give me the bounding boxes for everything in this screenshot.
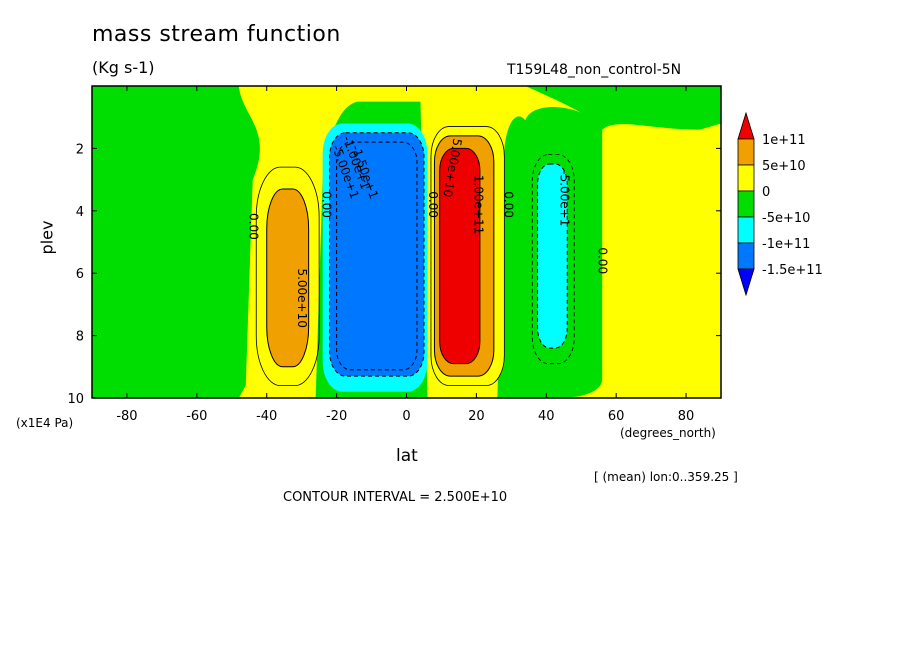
legend-level-4: -1e+11 — [762, 237, 810, 252]
cell-nh-ferrel — [537, 163, 568, 349]
legend-level-3: -5e+10 — [762, 211, 810, 226]
legend-swatch-5 — [737, 242, 755, 270]
y-axis-units: (x1E4 Pa) — [16, 416, 74, 430]
contour-label-2: 0.00 — [426, 191, 440, 218]
contour-label-4: 0.00 — [596, 247, 610, 274]
legend-swatch-3 — [737, 190, 755, 218]
cell-nh-hadley-red — [439, 147, 481, 365]
legend-swatch-0 — [737, 111, 755, 140]
contour-label-0: 0.00 — [246, 213, 260, 240]
y-tick-label-0: 2 — [76, 142, 84, 157]
y-axis-label: plev — [37, 220, 57, 255]
legend-level-5: -1.5e+11 — [762, 263, 823, 278]
x-tick-label-8: 80 — [678, 409, 695, 424]
x-tick-label-5: 20 — [468, 409, 485, 424]
x-tick-label-3: -20 — [326, 409, 347, 424]
contour-nh-ferrel-outer — [531, 154, 575, 365]
y-tick-label-1: 4 — [76, 205, 84, 220]
x-tick-label-6: 40 — [538, 409, 555, 424]
chart-units: (Kg s-1) — [92, 58, 155, 77]
x-axis-label: lat — [396, 446, 418, 466]
legend-level-2: 0 — [762, 185, 770, 200]
legend-swatch-1 — [737, 138, 755, 166]
cell-sh-hadley-core — [336, 141, 418, 371]
contour-label-5: 5.00e+10 — [295, 268, 309, 327]
region-sh-green — [92, 86, 260, 398]
legend-swatch-2 — [737, 164, 755, 192]
x-axis-units: (degrees_north) — [620, 426, 716, 440]
y-tick-label-2: 6 — [76, 267, 84, 282]
x-tick-label-2: -40 — [256, 409, 277, 424]
cell-sh-ferrel — [266, 188, 310, 368]
run-name: T159L48_non_control-5N — [507, 62, 682, 78]
contour-label-1: 0.00 — [320, 191, 334, 218]
region-top-green — [525, 86, 721, 130]
contour-interval: CONTOUR INTERVAL = 2.500E+10 — [283, 490, 508, 505]
x-tick-label-0: -80 — [116, 409, 137, 424]
legend-level-0: 1e+11 — [762, 133, 806, 148]
contour-label-10: 1.00e+11 — [472, 175, 486, 234]
legend-swatch-6 — [737, 268, 755, 297]
contour-label-11: -5.00e+1 — [557, 170, 571, 226]
legend-swatch-4 — [737, 216, 755, 244]
chart-title: mass stream function — [92, 22, 341, 47]
legend-level-1: 5e+10 — [762, 159, 806, 174]
contour-label-3: 0.00 — [501, 191, 515, 218]
x-tick-label-7: 60 — [608, 409, 625, 424]
x-tick-label-4: 0 — [402, 409, 410, 424]
contour-sh-ferrel-outer — [255, 166, 320, 386]
averaging-note: [ (mean) lon:0..359.25 ] — [594, 470, 738, 484]
y-tick-label-3: 8 — [76, 330, 84, 345]
y-tick-label-4: 10 — [67, 392, 84, 407]
x-tick-label-1: -60 — [186, 409, 207, 424]
